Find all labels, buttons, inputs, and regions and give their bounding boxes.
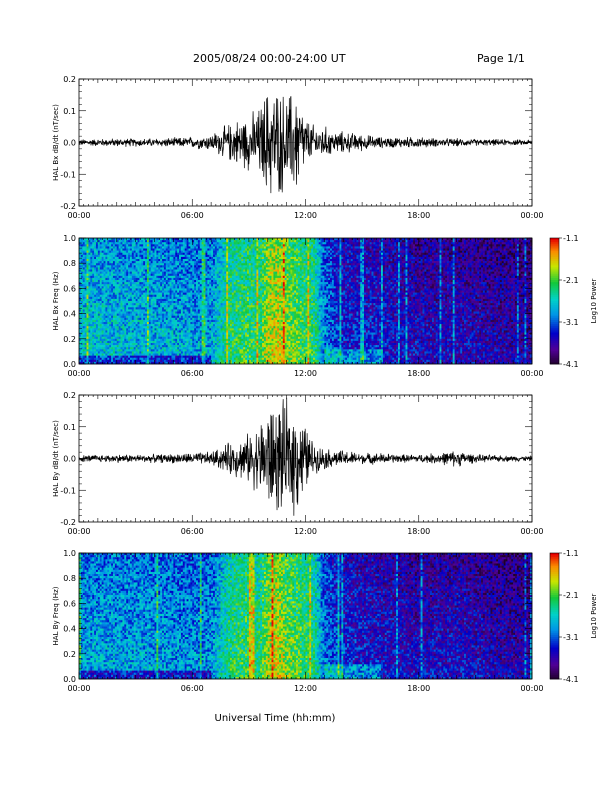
y-tick-label: -0.2 <box>60 202 76 211</box>
colorbar-tick-label: -2.1 <box>563 276 579 285</box>
y-tick-label: 0.8 <box>63 574 76 583</box>
series-line <box>78 96 533 194</box>
colorbar-tick-label: -3.1 <box>563 633 579 642</box>
waveform-panel: 0.2 0.1 0.0 -0.1 -0.2 HAL Bx dB/dt (nT/sec) 00… <box>52 75 544 220</box>
y-axis-label: HAL By Freq (Hz) <box>52 586 60 645</box>
y-tick-label: -0.1 <box>60 170 76 179</box>
x-tick-label: 18:00 <box>407 527 430 536</box>
x-tick-label: 12:00 <box>294 211 317 220</box>
y-tick-label: 0.2 <box>63 391 76 400</box>
x-tick-label: 06:00 <box>181 211 204 220</box>
y-axis-label: HAL Bx Freq (Hz) <box>52 271 60 330</box>
x-tick-label: 00:00 <box>67 684 90 693</box>
y-tick-label: 0.0 <box>63 675 76 684</box>
y-tick-label: 0.8 <box>63 259 76 268</box>
colorbar: -1.1 -2.1 -3.1 -4.1 Log10 Power <box>549 234 598 369</box>
spectrogram-panel: 1.0 0.8 0.6 0.4 0.2 0.0 HAL Bx Freq (Hz) -1.1 -2… <box>52 234 598 378</box>
x-tick-label: 00:00 <box>520 527 543 536</box>
colorbar: -1.1 -2.1 -3.1 -4.1 Log10 Power <box>549 549 598 684</box>
y-tick-label: 1.0 <box>63 549 76 558</box>
x-tick-label: 06:00 <box>181 684 204 693</box>
y-tick-label: 0.1 <box>63 107 76 116</box>
x-tick-label: 00:00 <box>67 211 90 220</box>
colorbar-tick-label: -4.1 <box>563 675 579 684</box>
x-tick-label: 00:00 <box>520 369 543 378</box>
y-tick-label: 0.0 <box>63 455 76 464</box>
x-tick-label: 18:00 <box>407 684 430 693</box>
series-line <box>78 397 533 516</box>
x-tick-label: 00:00 <box>520 684 543 693</box>
x-tick-label: 00:00 <box>67 527 90 536</box>
waveform-panel: 0.2 0.1 0.0 -0.1 -0.2 HAL By dB/dt (nT/sec) 00… <box>52 391 544 536</box>
colorbar-label: Log10 Power <box>590 593 598 638</box>
y-tick-label: 0.0 <box>63 139 76 148</box>
y-tick-label: 0.1 <box>63 423 76 432</box>
y-tick-label: 0.0 <box>63 360 76 369</box>
colorbar-label: Log10 Power <box>590 278 598 323</box>
x-tick-label: 12:00 <box>294 684 317 693</box>
y-tick-label: 0.6 <box>63 284 76 293</box>
colorbar-tick-label: -1.1 <box>563 549 579 558</box>
x-tick-label: 00:00 <box>520 211 543 220</box>
y-tick-label: 0.2 <box>63 75 76 84</box>
spectrogram-panel: 1.0 0.8 0.6 0.4 0.2 0.0 HAL By Freq (Hz) -1.1 -2… <box>52 549 598 693</box>
colorbar-tick-label: -4.1 <box>563 360 579 369</box>
y-axis-label: HAL Bx dB/dt (nT/sec) <box>52 104 60 181</box>
heatmap-cells <box>79 238 533 365</box>
y-tick-label: 0.4 <box>63 310 76 319</box>
colorbar-tick-label: -3.1 <box>563 318 579 327</box>
colorbar-tick-label: -2.1 <box>563 591 579 600</box>
y-tick-label: 1.0 <box>63 234 76 243</box>
x-tick-label: 18:00 <box>407 369 430 378</box>
y-tick-label: 0.2 <box>63 650 76 659</box>
y-tick-label: 0.4 <box>63 625 76 634</box>
x-tick-label: 12:00 <box>294 369 317 378</box>
page-number: Page 1/1 <box>477 52 525 65</box>
y-tick-label: -0.2 <box>60 518 76 527</box>
x-tick-label: 06:00 <box>181 527 204 536</box>
x-tick-label: 18:00 <box>407 211 430 220</box>
x-axis-title: Universal Time (hh:mm) <box>215 713 336 724</box>
x-tick-label: 12:00 <box>294 527 317 536</box>
y-tick-label: 0.2 <box>63 335 76 344</box>
heatmap-cells <box>79 553 533 680</box>
y-tick-label: 0.6 <box>63 599 76 608</box>
y-axis-label: HAL By dB/dt (nT/sec) <box>52 420 60 497</box>
colorbar-tick-label: -1.1 <box>563 234 579 243</box>
x-tick-label: 06:00 <box>181 369 204 378</box>
page-title: 2005/08/24 00:00-24:00 UT <box>193 52 346 65</box>
x-tick-label: 00:00 <box>67 369 90 378</box>
y-tick-label: -0.1 <box>60 486 76 495</box>
